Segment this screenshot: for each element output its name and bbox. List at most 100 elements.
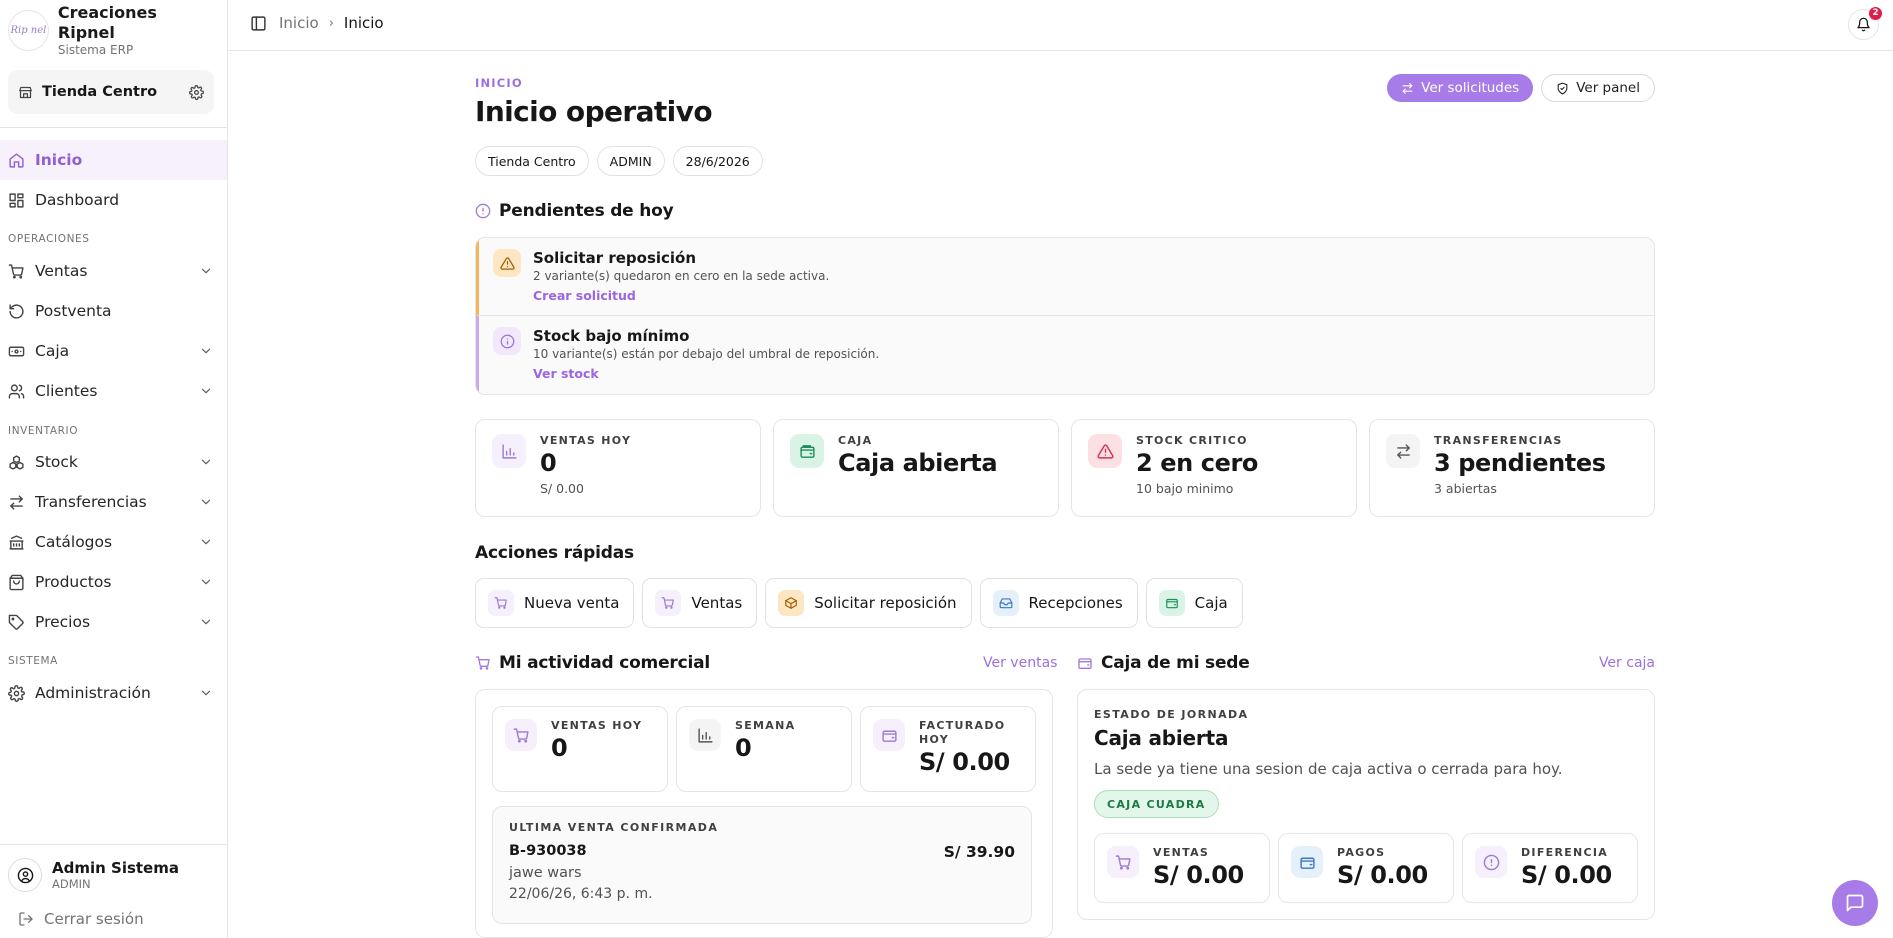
activity-panel: VENTAS HOY 0 SEMANA 0 FACTURADO HOY S/ 0.… — [475, 689, 1053, 938]
view-panel-label: Ver panel — [1576, 80, 1640, 96]
stat-value: S/ 0.00 — [1337, 861, 1428, 889]
view-cashbox-link[interactable]: Ver caja — [1598, 655, 1655, 671]
pending-item-title: Solicitar reposición — [533, 249, 697, 267]
pending-item-title: Stock bajo mínimo — [533, 327, 690, 345]
store-selector[interactable]: Tienda Centro — [8, 70, 214, 114]
cashbox-desc: La sede ya tiene una sesion de caja acti… — [1094, 760, 1563, 778]
kpi-sub: S/ 0.00 — [540, 481, 584, 496]
quick-sales-button[interactable]: Ventas — [642, 578, 758, 628]
page-title: Inicio operativo — [475, 95, 713, 128]
stat-value: 0 — [551, 734, 568, 762]
cashbox-panel: ESTADO DE JORNADA Caja abierta La sede y… — [1077, 689, 1655, 920]
sidebar-item-caja[interactable]: Caja — [0, 331, 227, 371]
chevron-down-icon[interactable] — [199, 344, 219, 358]
logout-icon — [18, 911, 34, 927]
view-stock-link[interactable]: Ver stock — [533, 366, 599, 381]
view-sales-link[interactable]: Ver ventas — [983, 655, 1058, 671]
shield-icon — [1556, 82, 1569, 95]
wallet-icon — [1158, 590, 1185, 616]
pending-item-desc: 2 variante(s) quedaron en cero en la sed… — [533, 269, 830, 283]
wallet-icon — [873, 719, 905, 751]
chevron-down-icon[interactable] — [199, 686, 219, 700]
brand[interactable]: Rip nel Creaciones Ripnel Sistema ERP — [0, 0, 227, 60]
sidebar-item-clientes[interactable]: Clientes — [0, 371, 227, 411]
rotate-icon — [8, 303, 25, 320]
sidebar-item-catalogos[interactable]: Catálogos — [0, 522, 227, 562]
sidebar-item-transferencias[interactable]: Transferencias — [0, 482, 227, 522]
sidebar-item-inicio[interactable]: Inicio — [0, 140, 227, 180]
chevron-down-icon[interactable] — [199, 455, 219, 469]
cart-icon — [505, 719, 537, 751]
notifications-button[interactable]: 2 — [1848, 7, 1882, 40]
breadcrumb-link-inicio[interactable]: Inicio — [279, 14, 319, 32]
chevron-down-icon[interactable] — [199, 615, 219, 629]
sidebar-item-productos[interactable]: Productos — [0, 562, 227, 602]
kpi-card-stock-critico[interactable]: STOCK CRITICO 2 en cero 10 bajo minimo — [1071, 419, 1357, 517]
sidebar-item-postventa[interactable]: Postventa — [0, 291, 227, 331]
create-request-link[interactable]: Crear solicitud — [533, 288, 636, 303]
view-requests-button[interactable]: Ver solicitudes — [1387, 74, 1534, 102]
logout-button[interactable]: Cerrar sesión — [8, 910, 144, 928]
wallet-icon — [790, 434, 824, 468]
arrows-icon — [1386, 434, 1420, 468]
kpi-label: STOCK CRITICO — [1136, 434, 1248, 447]
sidebar-item-precios[interactable]: Precios — [0, 602, 227, 642]
kpi-cards: VENTAS HOY 0 S/ 0.00 CAJA Caja abierta S… — [475, 419, 1655, 517]
activity-title-text: Mi actividad comercial — [499, 653, 710, 673]
cash-icon — [8, 343, 25, 360]
stat-label: VENTAS HOY — [551, 719, 643, 732]
quick-action-label: Caja — [1194, 594, 1228, 612]
sidebar-item-label: Postventa — [35, 302, 112, 320]
gear-icon[interactable] — [189, 84, 204, 100]
chevron-down-icon[interactable] — [199, 384, 219, 398]
pending-list: Solicitar reposición 2 variante(s) queda… — [475, 237, 1655, 395]
kpi-card-transferencias[interactable]: TRANSFERENCIAS 3 pendientes 3 abiertas — [1369, 419, 1655, 517]
chip-date: 28/6/2026 — [672, 146, 763, 176]
kpi-card-caja[interactable]: CAJA Caja abierta — [773, 419, 1059, 517]
stat-value: S/ 0.00 — [1153, 861, 1244, 889]
cart-icon — [475, 655, 491, 671]
view-requests-label: Ver solicitudes — [1421, 80, 1520, 96]
kpi-label: CAJA — [838, 434, 873, 447]
activity-stat-ventas: VENTAS HOY 0 — [492, 706, 668, 792]
sidebar-item-stock[interactable]: Stock — [0, 442, 227, 482]
sidebar-item-label: Inicio — [35, 151, 83, 169]
grid-icon — [8, 192, 25, 209]
sidebar-item-dashboard[interactable]: Dashboard — [0, 180, 227, 220]
sidebar-item-label: Stock — [35, 453, 78, 471]
sidebar-toggle-icon[interactable] — [250, 15, 279, 32]
stat-value: S/ 0.00 — [1521, 861, 1612, 889]
cart-icon — [1107, 846, 1139, 878]
view-panel-button[interactable]: Ver panel — [1541, 74, 1655, 102]
chevron-down-icon[interactable] — [199, 535, 219, 549]
quick-receptions-button[interactable]: Recepciones — [979, 578, 1138, 628]
stat-label: FACTURADO HOY — [919, 719, 1006, 746]
quick-request-restock-button[interactable]: Solicitar reposición — [765, 578, 972, 628]
sidebar-item-ventas[interactable]: Ventas — [0, 251, 227, 291]
user-profile[interactable]: Admin Sistema ADMIN — [8, 858, 179, 892]
brand-logo: Rip nel — [8, 9, 49, 51]
quick-cashbox-button[interactable]: Caja — [1145, 578, 1243, 628]
cart-icon — [655, 590, 682, 616]
kpi-card-ventas[interactable]: VENTAS HOY 0 S/ 0.00 — [475, 419, 761, 517]
sidebar-item-label: Transferencias — [35, 493, 147, 511]
bell-icon — [1856, 17, 1871, 32]
brand-subtitle: Sistema ERP — [57, 42, 134, 57]
quick-action-label: Ventas — [691, 594, 743, 612]
last-sale-card[interactable]: ULTIMA VENTA CONFIRMADA B-930038 S/ 39.9… — [492, 806, 1032, 924]
pending-item: Solicitar reposición 2 variante(s) queda… — [476, 238, 1654, 316]
section-label-operaciones: OPERACIONES — [8, 233, 90, 245]
quick-new-sale-button[interactable]: Nueva venta — [475, 578, 635, 628]
kpi-value: 0 — [540, 449, 557, 477]
chevron-down-icon[interactable] — [199, 575, 219, 589]
chat-button[interactable] — [1832, 880, 1878, 926]
warning-icon — [1088, 434, 1122, 468]
sidebar-item-administracion[interactable]: Administración — [0, 673, 227, 713]
stat-label: DIFERENCIA — [1521, 846, 1609, 859]
breadcrumb-current: Inicio — [343, 14, 384, 32]
chevron-down-icon[interactable] — [199, 495, 219, 509]
sidebar-item-label: Precios — [35, 613, 91, 631]
sidebar-item-label: Dashboard — [35, 191, 120, 209]
breadcrumb: Inicio › Inicio — [250, 14, 384, 32]
chevron-down-icon[interactable] — [199, 264, 219, 278]
